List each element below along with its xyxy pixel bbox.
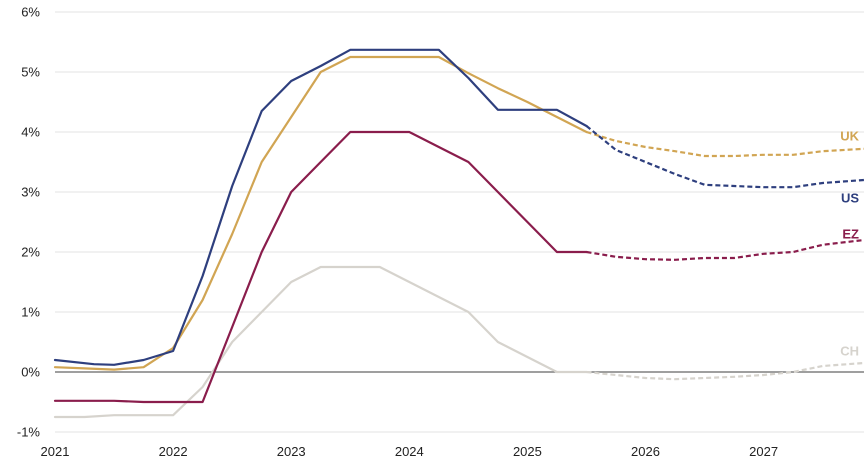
series-line-ch-actual [53, 265, 588, 419]
y-tick-label: 4% [21, 125, 40, 140]
y-tick-label: -1% [17, 425, 41, 440]
y-tick-label: 1% [21, 305, 40, 320]
series-line-uk-forecast [586, 130, 864, 158]
y-tick-label: 6% [21, 5, 40, 20]
series-lines [53, 48, 864, 419]
series-label-ez: EZ [842, 227, 859, 242]
x-axis-tick-labels: 2021 2022 2023 2024 2025 2026 2027 [41, 444, 779, 459]
x-tick-label: 2022 [159, 444, 188, 459]
x-tick-label: 2027 [749, 444, 778, 459]
x-tick-label: 2023 [277, 444, 306, 459]
y-tick-label: 3% [21, 185, 40, 200]
series-line-uk-actual [53, 55, 588, 371]
series-line-ch-forecast [586, 361, 864, 381]
series-line-ez-actual [53, 130, 588, 404]
x-tick-label: 2024 [395, 444, 424, 459]
series-label-us: US [841, 191, 859, 206]
series-line-us-actual [53, 48, 588, 366]
series-line-ez-forecast [586, 238, 864, 261]
x-tick-label: 2025 [513, 444, 542, 459]
y-tick-label: 2% [21, 245, 40, 260]
series-label-ch: CH [840, 344, 859, 359]
y-axis-tick-labels: -1% 0% 1% 2% 3% 4% 5% 6% [17, 5, 41, 440]
x-tick-label: 2021 [41, 444, 70, 459]
series-line-us-forecast [585, 125, 864, 189]
y-tick-label: 5% [21, 65, 40, 80]
series-labels: US UK EZ CH [840, 129, 859, 359]
series-label-uk: UK [840, 129, 859, 144]
x-tick-label: 2026 [631, 444, 660, 459]
gridlines [55, 11, 864, 433]
y-tick-label: 0% [21, 365, 40, 380]
